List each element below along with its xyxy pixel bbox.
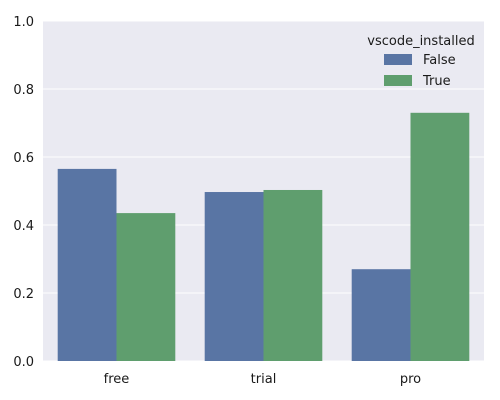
x-axis-ticks: free trial pro	[104, 372, 421, 387]
bar-trial-false	[204, 192, 264, 361]
y-tick-label: 0.4	[13, 219, 34, 234]
bar-free-true	[116, 213, 176, 361]
legend-swatch-true	[384, 75, 412, 86]
y-tick-label: 0.2	[13, 287, 34, 302]
y-tick-label: 0.8	[13, 83, 34, 98]
legend-label-false: False	[423, 53, 456, 68]
legend-swatch-false	[384, 54, 412, 65]
x-tick-label: free	[104, 372, 130, 387]
bar-pro-false	[351, 269, 411, 361]
y-tick-label: 0.0	[13, 355, 34, 370]
legend-title: vscode_installed	[367, 34, 474, 49]
y-axis-ticks: 0.0 0.2 0.4 0.6 0.8 1.0	[13, 15, 34, 370]
y-tick-label: 0.6	[13, 151, 34, 166]
x-tick-label: trial	[251, 372, 277, 387]
y-tick-label: 1.0	[13, 15, 34, 30]
bars	[57, 112, 470, 361]
x-tick-label: pro	[400, 372, 421, 387]
bar-trial-true	[263, 189, 323, 361]
legend-label-true: True	[422, 74, 451, 89]
bar-pro-true	[410, 112, 470, 361]
legend: vscode_installed False True	[367, 34, 474, 89]
bar-free-false	[57, 168, 117, 361]
